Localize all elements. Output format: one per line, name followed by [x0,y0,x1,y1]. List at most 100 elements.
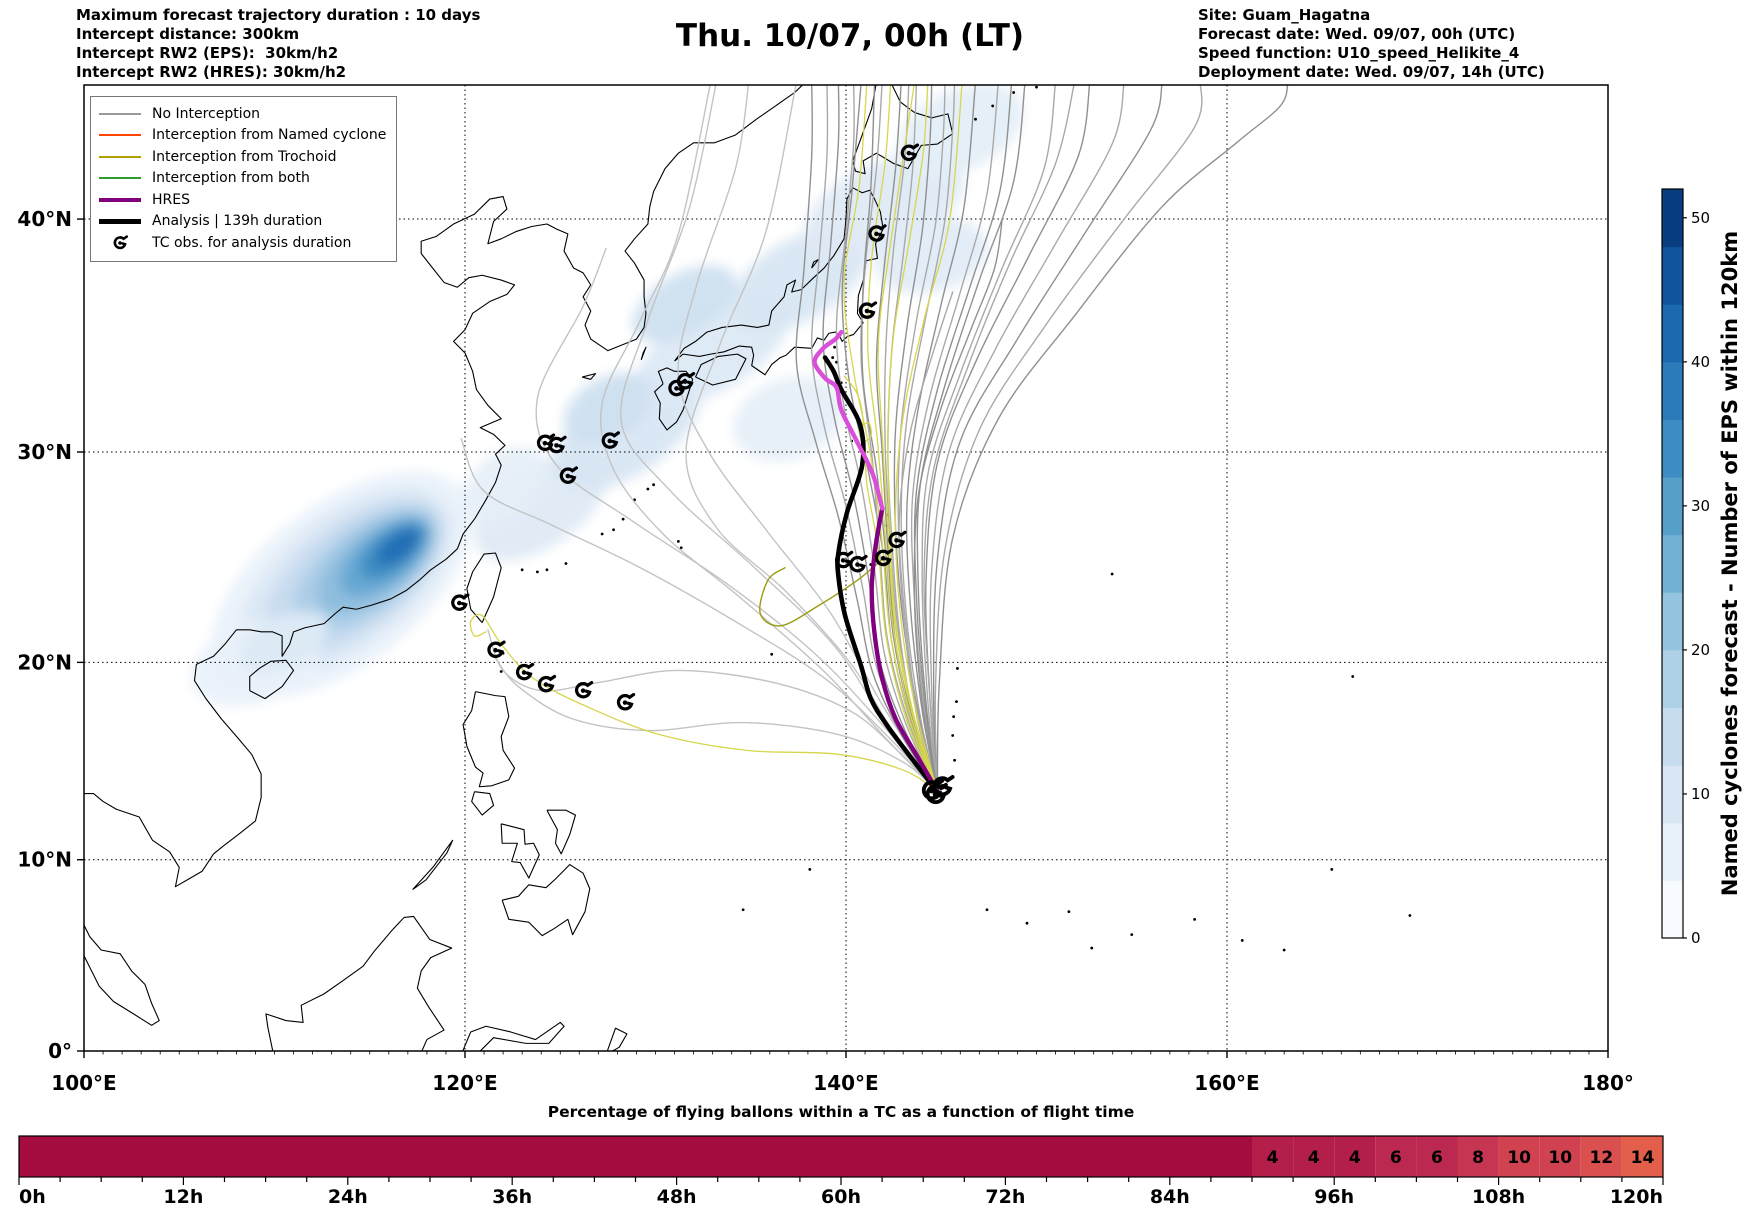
flight-bar-segment [1580,1136,1622,1177]
coastline [265,915,453,1051]
coastline [640,346,647,361]
island-dot [520,568,524,572]
coastline [500,823,540,879]
info-line: Speed function: U10_speed_Helikite_4 [1198,44,1520,62]
island-dot [535,570,539,574]
legend-item-label: Interception from Trochoid [152,148,337,165]
tc-obs-icon [875,548,894,567]
colorbar-step [1662,765,1683,824]
tc-swirl [559,466,579,484]
tc-center-dot [840,558,846,563]
island-dot [499,670,503,673]
tc-obs-icon [932,775,955,797]
density-blob [239,611,329,674]
flight-bar-tick-label: 60h [821,1186,861,1208]
flight-bar-segment [1375,1136,1417,1177]
legend: No Interception Interception from Named c… [90,96,398,262]
ensemble-track [875,85,939,793]
tc-swirl [888,530,907,549]
island-dot [1012,91,1016,94]
tc-obs-icon [900,143,920,162]
tc-obs-icon [548,435,567,454]
flight-bar-segment [1457,1136,1499,1177]
info-line: Maximum forecast trajectory duration : 1… [76,6,481,24]
legend-item: HRES [99,189,386,211]
tc-center-dot [939,783,945,790]
colorbar-step [1662,649,1683,709]
coastline [695,353,747,386]
island-dot [974,117,977,121]
tc-swirl [835,550,854,569]
x-tick-label: 160°E [1194,1071,1259,1095]
flight-bar-segment [1334,1136,1376,1177]
flight-bar-value: 10 [1548,1148,1572,1168]
tc-center-dot [874,231,879,237]
ensemble-track [860,85,939,793]
flight-bar-segment [1539,1136,1581,1177]
legend-item: Interception from Trochoid [99,146,386,168]
island-dot [1035,85,1038,89]
ensemble-track-light [535,247,939,793]
legend-item: No Interception [99,103,386,125]
colorbar-label: Named cyclones forecast - Number of EPS … [1718,231,1742,896]
ensemble-track-light [599,85,939,793]
tc-obs-icon [676,371,696,390]
tc-obs-icon [451,593,470,611]
info-block-right: Site: Guam_Hagatna Forecast date: Wed. 0… [1198,6,1545,82]
coastline [546,809,577,855]
coastline [606,1027,628,1051]
tc-obs-icon [858,301,878,319]
trajectories [460,85,1289,794]
ensemble-track [822,85,939,793]
tc-swirl [858,301,878,319]
tc-obs-icon [921,778,945,801]
tc-swirl [921,778,945,801]
legend-line [99,177,141,180]
density-blob [461,446,545,523]
tc-center-dot [855,562,860,567]
map-axes: 100°E 120°E 140°E 160°E 180° 0° 10°N 20°N 30°N 40… [17,207,1633,1095]
tc-swirl [487,640,506,659]
ensemble-track-light [494,657,939,793]
density-blob [563,372,652,443]
coastline [501,863,591,937]
ensemble-track [932,85,1163,793]
colorbar-step [1662,534,1683,593]
ensemble-track [795,85,939,793]
colorbar-step [1662,246,1683,305]
trochoid-track [867,85,939,793]
tc-swirl [849,554,868,573]
legend-line-sample [99,219,141,224]
island-dot [952,715,956,719]
tc-center-dot [542,440,548,446]
flight-bar-tick-label: 120h [1610,1186,1663,1208]
legend-item-label: HRES [152,191,190,208]
ensemble-track [923,85,1075,793]
coastline [84,85,804,888]
flight-bar-value: 6 [1390,1148,1402,1168]
flight-bar-tick-label: 24h [328,1186,368,1208]
y-tick-label: 40°N [17,207,72,231]
island-dot [600,532,604,536]
flight-bar-value: 8 [1472,1148,1484,1168]
island-dot [676,540,680,543]
y-tick-label: 10°N [17,848,72,872]
colorbar-step [1662,189,1683,248]
colorbar-step [1662,477,1683,536]
tc-obs-icon [559,466,579,484]
colorbar-step [1662,707,1683,766]
tc-obs-icon [537,674,557,693]
trochoid-track [843,85,939,793]
coastline [466,552,502,623]
density-blob [733,376,845,462]
legend-line [99,155,141,158]
tc-center-dot [880,555,886,561]
flight-bar-tick-label: 48h [657,1186,697,1208]
tc-obs-icon [849,554,868,573]
tc-center-dot [894,538,899,543]
colorbar-tick-label: 0 [1691,929,1701,947]
hres-track [869,506,940,794]
legend-item-label: TC obs. for analysis duration [152,234,352,251]
legend-item: Analysis | 139h duration [99,211,386,233]
